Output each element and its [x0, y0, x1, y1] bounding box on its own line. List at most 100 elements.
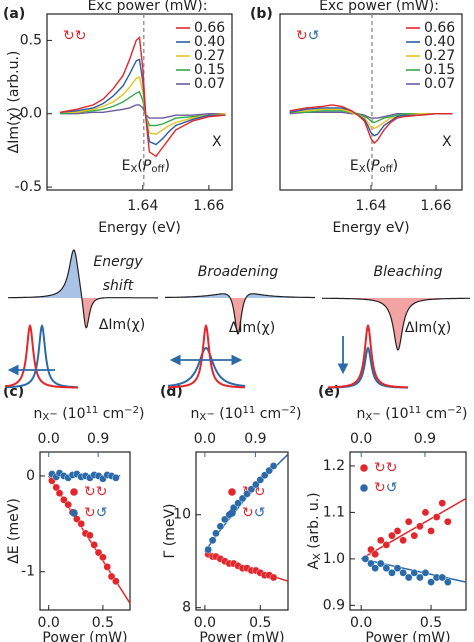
x-axis-label: Power (mW)	[199, 630, 284, 642]
polarization: ↻↺	[296, 28, 319, 44]
data-point	[427, 527, 435, 535]
label-part: )	[139, 406, 144, 422]
y-tick-label: 1.0	[323, 551, 345, 567]
label-part: X	[131, 164, 138, 175]
data-point	[410, 569, 419, 577]
x-tick-label: 1.64	[127, 198, 158, 214]
label-part: P	[143, 158, 152, 174]
y-tick-label: 1.1	[323, 504, 345, 520]
label-part: )	[164, 158, 169, 174]
x2-tick-label: 0.0	[350, 431, 372, 447]
series-line	[289, 104, 453, 145]
data-point	[404, 517, 413, 526]
data-point	[208, 536, 217, 545]
data-point	[399, 536, 407, 545]
data-point	[112, 474, 120, 482]
label-part: −2	[124, 405, 139, 416]
data-point	[393, 527, 402, 535]
x-axis-label: Power (mW)	[42, 630, 127, 642]
absorption-peak	[328, 346, 408, 389]
reference-label: EX(Poff)	[122, 158, 170, 175]
label-part: X	[365, 412, 372, 423]
series-line	[60, 58, 226, 146]
panel-label: (d)	[160, 384, 183, 400]
label-part: )	[462, 406, 467, 422]
data-point	[265, 466, 273, 475]
legend-marker	[360, 464, 368, 472]
label-part: n	[34, 406, 43, 422]
data-point	[382, 564, 391, 572]
panel-label: (a)	[3, 6, 25, 22]
response-curve	[8, 249, 158, 329]
data-point	[376, 559, 385, 568]
glyph: ↻	[254, 484, 266, 500]
x2-axis-label: nX− (1011 cm−2)	[357, 405, 468, 423]
negative-area	[165, 298, 315, 334]
y-axis-label: ΔE (meV)	[6, 498, 22, 564]
series-line	[60, 104, 226, 119]
label-part: 11	[243, 405, 256, 416]
legend-label: ↻↻	[84, 484, 107, 500]
plot-frame	[349, 451, 467, 611]
data-point	[252, 480, 260, 489]
data-point	[438, 573, 447, 582]
label-part: (10	[381, 406, 409, 422]
legend-label: 0.66	[194, 20, 225, 36]
legend-marker	[360, 484, 368, 492]
x2-axis-label: nX− (1011 cm−2)	[191, 405, 302, 423]
schematic-title: Bleaching	[374, 264, 443, 280]
label-part: X	[359, 164, 366, 175]
data-point	[221, 515, 229, 524]
glyph: ↺	[308, 28, 320, 44]
label-part: E	[350, 158, 359, 174]
schematic-label: ΔIm(χ)	[229, 320, 275, 336]
label-part: (	[137, 158, 142, 174]
data-point	[64, 500, 72, 509]
glyph: ↻	[386, 460, 398, 476]
data-point	[77, 520, 86, 528]
legend-label: 0.15	[424, 62, 455, 78]
label-part: −2	[447, 405, 462, 416]
x-tick-label: 0.5	[249, 615, 271, 631]
x2-tick-label: 0.9	[244, 431, 266, 447]
annotation: X	[442, 134, 452, 150]
legend-label: ↻↺	[84, 505, 107, 521]
x-tick-label: 0.0	[194, 615, 216, 631]
x-tick-label: 1.64	[355, 198, 386, 214]
y-tick-label: -1	[21, 564, 35, 580]
plot-frame	[46, 13, 233, 191]
x2-tick-label: 0.9	[414, 431, 436, 447]
glyph: ↻	[374, 460, 386, 476]
x-axis-label: Energy eV)	[332, 220, 409, 236]
legend-label: 0.66	[424, 20, 455, 36]
x-tick-label: 1.66	[420, 198, 451, 214]
absorption-peak	[167, 346, 246, 387]
glyph: ↻	[296, 28, 308, 44]
schematic-label: ΔIm(χ)	[405, 320, 451, 336]
data-point	[421, 508, 430, 517]
panel-label: (b)	[250, 6, 273, 22]
label-part: X	[42, 412, 49, 423]
legend-label: 0.27	[194, 48, 225, 64]
legend-title: Exc power (mW):	[88, 0, 208, 14]
label-part: −	[206, 409, 214, 420]
label-part: A	[306, 560, 322, 570]
label-part: (arb. u.)	[306, 492, 322, 553]
data-point	[382, 541, 391, 549]
legend-title: Exc power (mW):	[319, 0, 439, 14]
x-axis-label: Power (mW)	[365, 630, 450, 642]
glyph: ↻	[63, 28, 75, 44]
data-point	[361, 555, 370, 563]
x-tick-label: 0.0	[38, 615, 60, 631]
label-part: off	[380, 164, 394, 175]
legend-marker	[70, 509, 78, 517]
label-part: 11	[86, 405, 99, 416]
data-point	[103, 563, 112, 571]
label-part: −	[372, 409, 380, 420]
legend-label: 0.15	[194, 62, 225, 78]
data-point	[260, 471, 269, 480]
label-part: X	[199, 412, 206, 423]
series-line	[289, 110, 453, 124]
absorption-peak	[328, 323, 408, 389]
x2-axis-label: nX− (1011 cm−2)	[34, 405, 145, 423]
